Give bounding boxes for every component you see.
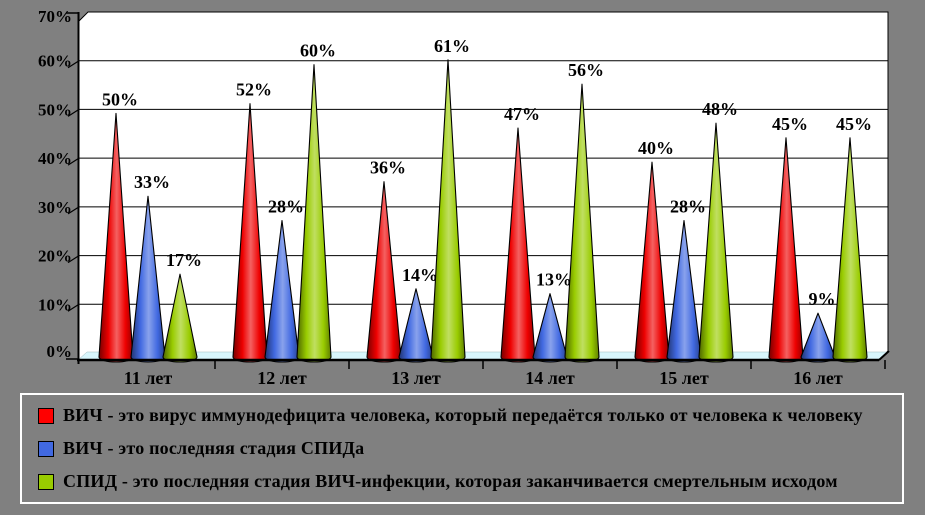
data-label: 28% [268,197,304,217]
cone-series2-11 лет [162,273,198,363]
data-label: 45% [772,114,808,134]
legend-swatch-red [38,407,54,424]
chart-canvas: 50% 33% 17% 52% 28% 60% 36% 14% 61% 47% 13% 56% 40% 2… [38,7,890,388]
y-axis-label: 50% [38,100,72,119]
cone-series2-16 лет [832,137,868,363]
y-axis-label: 40% [38,149,72,168]
legend-item-hiv-stage: ВИЧ - это последняя стадия СПИДа [38,438,896,459]
y-tick [67,60,80,69]
data-label: 48% [702,99,738,119]
data-label: 47% [504,104,540,124]
x-axis-depth-edge [878,350,890,361]
cone-series2-15 лет [698,122,734,363]
x-axis-label: 15 лет [659,368,709,388]
data-label: 45% [836,114,872,134]
y-tick [67,303,80,312]
y-axis-label: 60% [38,52,72,71]
data-label: 28% [670,197,706,217]
cone-series2-13 лет [430,59,466,363]
x-axis-label: 13 лет [391,368,441,388]
y-axis-label: 0% [47,342,73,361]
y-axis-label: 70% [38,7,72,26]
y-tick [67,206,80,215]
data-label: 33% [134,172,170,192]
data-label: 36% [370,158,406,178]
plot-wall [77,11,889,361]
legend-item-aids-stage: СПИД - это последняя стадия ВИЧ-инфекции… [38,471,896,492]
data-label: 60% [300,41,336,61]
y-tick [67,157,80,166]
y-axis-label: 20% [38,247,72,266]
cone-series2-14 лет [564,83,600,363]
legend-item-hiv-virus: ВИЧ - это вирус иммунодефицита человека,… [38,405,896,426]
x-axis-label: 12 лет [257,368,307,388]
legend-label: СПИД - это последняя стадия ВИЧ-инфекции… [63,471,838,491]
cone-series2-12 лет [296,64,332,363]
y-tick [67,108,80,117]
data-label: 50% [102,89,138,109]
data-label: 40% [638,138,674,158]
data-label: 52% [236,80,272,100]
legend-label: ВИЧ - это последняя стадия СПИДа [63,438,365,458]
y-axis-label: 10% [38,295,72,314]
data-label: 61% [434,36,470,56]
data-label: 9% [809,289,836,309]
data-label: 56% [568,60,604,80]
y-tick [67,255,80,264]
legend-swatch-green [38,473,54,490]
x-axis-label: 11 лет [124,368,173,388]
legend-label: ВИЧ - это вирус иммунодефицита человека,… [63,405,863,425]
x-axis-label: 16 лет [793,368,843,388]
data-label: 14% [402,265,438,285]
data-label: 13% [536,270,572,290]
x-axis-label: 14 лет [525,368,575,388]
y-axis-label: 30% [38,198,72,217]
legend: ВИЧ - это вирус иммунодефицита человека,… [20,393,904,504]
legend-swatch-blue [38,440,54,457]
data-label: 17% [166,250,202,270]
